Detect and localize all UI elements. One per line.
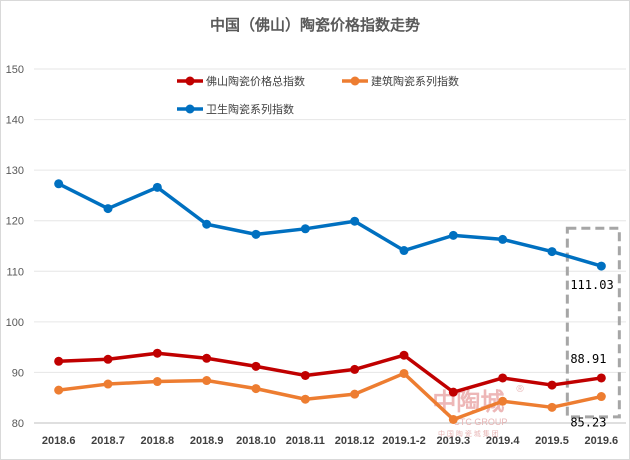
watermark-sub: CTC GROUP [453,417,507,427]
y-tick-90: 90 [12,367,24,379]
x-axis-ticks: 2018.6 2018.7 2018.8 2018.9 2018.10 2018.11 20… [42,435,618,447]
point-s1-8 [448,414,458,424]
point-s1-0 [54,385,64,395]
point-s1-10 [547,402,557,412]
series-line-1 [58,371,602,422]
x-tick-2019.4: 2019.4 [486,435,521,447]
point-s0-10 [547,380,557,390]
point-s0-7 [399,350,409,360]
point-s2-6 [350,216,360,226]
y-tick-110: 110 [6,266,24,278]
point-s2-10 [547,247,557,257]
data-labels: 88.91 85.23 111.03 [570,278,613,429]
x-tick-2018.12: 2018.12 [335,435,375,447]
point-s0-0 [54,356,64,366]
x-tick-2019.1-2: 2019.1-2 [382,435,425,447]
point-s0-9 [498,373,508,383]
watermark-registered-mark: ® [516,384,524,395]
y-tick-80: 80 [12,418,24,430]
point-s1-3 [202,376,212,386]
point-s0-5 [300,370,310,380]
x-tick-2019.6: 2019.6 [585,435,619,447]
end-label-s1: 85.23 [570,416,606,430]
point-s1-7 [399,368,409,378]
legend-label-2: 卫生陶瓷系列指数 [206,102,294,116]
end-label-s0: 88.91 [570,352,606,366]
series-line-0 [58,351,602,394]
series-lines [54,179,606,424]
point-s1-4 [251,384,261,394]
point-s0-4 [251,361,261,371]
x-tick-2018.8: 2018.8 [141,435,175,447]
point-s0-2 [152,348,162,358]
point-s1-2 [152,377,162,387]
point-s0-6 [350,364,360,374]
grid-lines [34,68,626,424]
point-s2-2 [152,182,162,192]
y-tick-130: 130 [6,165,24,177]
point-s1-5 [300,394,310,404]
y-tick-100: 100 [6,317,24,329]
legend-label-1: 建筑陶瓷系列指数 [371,74,459,88]
y-tick-120: 120 [6,216,24,228]
end-label-s2: 111.03 [570,278,613,292]
watermark-sub2: 中 国 陶 瓷 城 集 团 [438,429,499,438]
point-s2-4 [251,229,261,239]
legend-label-0: 佛山陶瓷价格总指数 [206,74,305,88]
highlight-box [565,226,621,419]
x-tick-2018.11: 2018.11 [286,435,325,447]
point-s0-8 [448,387,458,397]
y-tick-150: 150 [6,64,24,76]
x-tick-2018.9: 2018.9 [190,435,224,447]
series-line-2 [57,182,602,268]
point-s2-0 [54,179,64,189]
point-s0-3 [202,353,212,363]
point-s2-11 [596,261,606,271]
point-s1-11 [596,392,606,402]
point-s2-9 [498,234,508,244]
legend-marker-2 [185,104,195,114]
x-tick-2019.5: 2019.5 [535,435,569,447]
legend-marker-1 [350,76,360,86]
chart-title: 中国（佛山）陶瓷价格指数走势 [210,16,420,34]
x-tick-2018.7: 2018.7 [91,435,125,447]
point-s0-1 [103,354,113,364]
point-s1-1 [103,379,113,389]
point-s0-11 [596,373,606,383]
point-s2-3 [202,219,212,229]
point-s2-5 [300,224,310,234]
x-tick-2018.6: 2018.6 [42,435,76,447]
highlight-rect [565,226,621,419]
point-s2-7 [399,246,409,256]
x-tick-2019.3: 2019.3 [437,435,471,447]
legend-marker-0 [185,76,195,86]
y-tick-140: 140 [6,115,24,127]
point-s1-9 [498,396,508,406]
point-s2-1 [103,204,113,214]
y-axis-ticks: 80 90 100 110 120 130 140 150 [6,64,24,430]
x-tick-2018.10: 2018.10 [236,435,276,447]
point-s1-6 [350,389,360,399]
point-s2-8 [448,230,458,240]
